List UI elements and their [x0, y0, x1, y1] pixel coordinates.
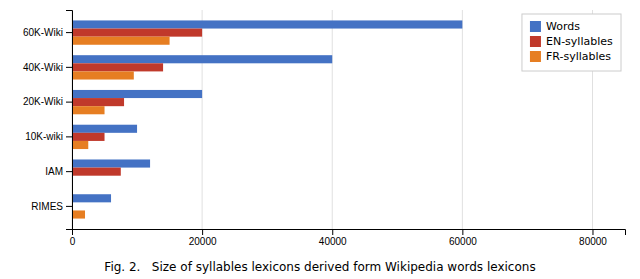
y-tick: IAM — [45, 166, 72, 177]
grid-line — [462, 10, 463, 229]
series — [72, 37, 170, 219]
bar — [72, 29, 202, 37]
bar — [72, 90, 202, 98]
series — [72, 29, 202, 176]
x-tick: 0 — [70, 229, 76, 247]
bar — [72, 210, 85, 218]
x-tick: 80000 — [579, 229, 607, 247]
y-tick: 10K-wiki — [25, 131, 72, 142]
x-tick-label: 80000 — [579, 236, 607, 247]
x-axis-line — [73, 230, 626, 236]
y-tick: RIMES — [31, 201, 72, 212]
bar — [72, 168, 121, 176]
y-tick-mark — [66, 102, 72, 103]
bar — [72, 71, 134, 79]
bars — [72, 20, 462, 218]
bar — [72, 141, 88, 149]
legend: Words EN-syllables FR-syllables — [522, 14, 621, 71]
y-axis-line — [66, 11, 73, 230]
bar — [72, 55, 332, 63]
y-tick-mark — [66, 206, 72, 207]
legend-swatch — [530, 51, 541, 62]
bar — [72, 20, 462, 28]
y-tick-label: 40K-Wiki — [23, 62, 63, 73]
legend-label: FR-syllables — [546, 50, 611, 63]
x-tick-mark — [462, 229, 463, 235]
x-tick-label: 60000 — [449, 236, 477, 247]
series — [72, 20, 462, 202]
legend-label: EN-syllables — [546, 35, 613, 48]
y-tick: 20K-Wiki — [23, 96, 72, 107]
y-tick-mark — [66, 171, 72, 172]
y-tick-mark — [66, 67, 72, 68]
legend-item: FR-syllables — [530, 50, 611, 63]
y-tick-mark — [66, 32, 72, 33]
x-tick-mark — [592, 229, 593, 235]
y-tick-label: 10K-wiki — [25, 131, 63, 142]
y-tick-label: 20K-Wiki — [23, 96, 63, 107]
bar — [72, 194, 111, 202]
y-tick: 40K-Wiki — [23, 62, 72, 73]
x-tick: 20000 — [189, 229, 217, 247]
x-tick-label: 0 — [70, 236, 76, 247]
bar — [72, 133, 105, 141]
y-tick-label: 60K-Wiki — [23, 27, 63, 38]
bar — [72, 159, 150, 167]
caption: Fig. 2. Size of syllables lexicons deriv… — [104, 260, 535, 274]
legend-item: Words — [530, 20, 580, 33]
bar — [72, 106, 105, 114]
x-tick-mark — [202, 229, 203, 235]
bar — [72, 63, 163, 71]
x-tick-label: 40000 — [319, 236, 347, 247]
y-axis: RIMES IAM 10K-wiki 20K-Wiki 40K-Wiki 60K-Wiki — [23, 11, 73, 230]
chart: 0 20000 40000 60000 80000 RIMES IAM 10K-wiki 20K… — [0, 0, 640, 279]
x-tick: 40000 — [319, 229, 347, 247]
legend-box — [522, 14, 621, 71]
x-tick: 60000 — [449, 229, 477, 247]
y-tick-mark — [66, 136, 72, 137]
y-tick: 60K-Wiki — [23, 27, 72, 38]
bar — [72, 37, 170, 45]
x-tick-label: 20000 — [189, 236, 217, 247]
y-tick-label: RIMES — [31, 201, 63, 212]
x-axis: 0 20000 40000 60000 80000 — [70, 229, 626, 247]
y-tick-label: IAM — [45, 166, 63, 177]
bar — [72, 98, 124, 106]
grid — [72, 10, 592, 229]
plot: 0 20000 40000 60000 80000 RIMES IAM 10K-wiki 20K… — [23, 10, 626, 247]
legend-swatch — [530, 21, 541, 32]
grid-line — [332, 10, 333, 229]
legend-swatch — [530, 36, 541, 47]
legend-item: EN-syllables — [530, 35, 613, 48]
bar — [72, 125, 137, 133]
legend-label: Words — [546, 20, 580, 33]
x-tick-mark — [332, 229, 333, 235]
grid-line — [202, 10, 203, 229]
